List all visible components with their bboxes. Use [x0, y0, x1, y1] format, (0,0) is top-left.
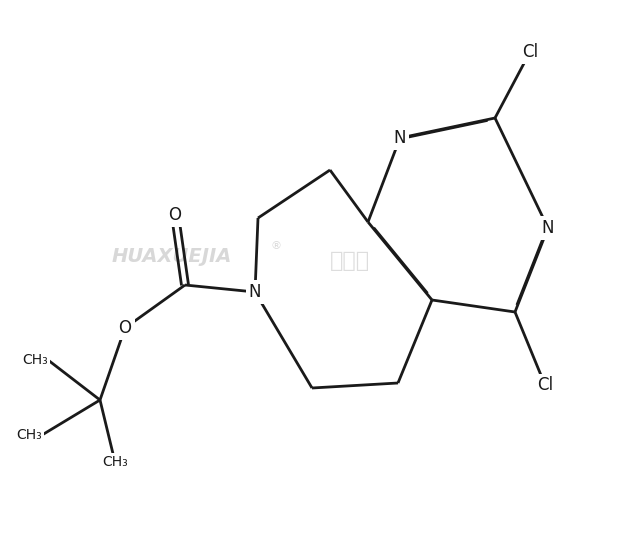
Text: N: N	[394, 129, 406, 147]
Text: CH₃: CH₃	[16, 428, 42, 442]
Text: O: O	[119, 319, 132, 337]
Text: N: N	[542, 219, 554, 237]
Text: 化学加: 化学加	[330, 251, 370, 271]
Text: Cl: Cl	[537, 376, 553, 394]
Text: ®: ®	[270, 241, 281, 251]
Text: HUAXUEJIA: HUAXUEJIA	[112, 246, 232, 265]
Text: CH₃: CH₃	[22, 353, 48, 367]
Text: CH₃: CH₃	[102, 455, 128, 469]
Text: O: O	[169, 206, 182, 224]
Text: Cl: Cl	[522, 43, 538, 61]
Text: N: N	[249, 283, 261, 301]
